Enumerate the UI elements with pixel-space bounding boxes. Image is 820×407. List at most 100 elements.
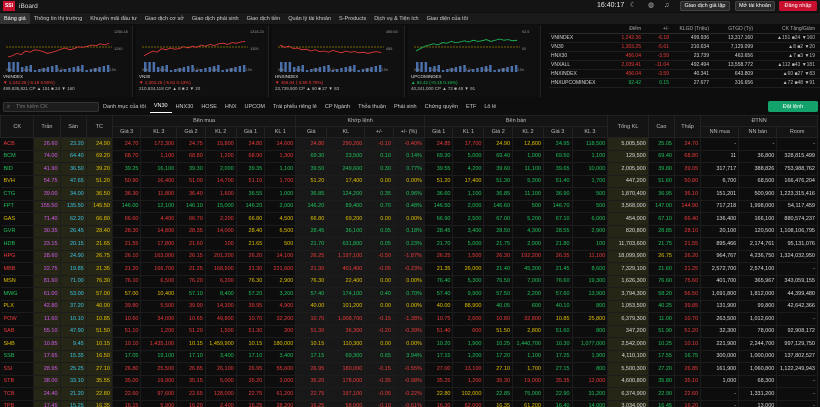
toolbar-tab-0[interactable]: Danh mục của tôi: [103, 103, 146, 110]
cell-0[interactable]: GVR: [0, 225, 35, 238]
nav-item-7[interactable]: S-Products: [339, 15, 367, 22]
chart-x-label: 13h: [482, 68, 490, 72]
board-row-ctg[interactable]: CTG 39.00 34.00 36.50 36.30 11,800 36.40 1,600 3…: [0, 187, 818, 201]
cell-0[interactable]: MSN: [0, 275, 35, 288]
cell-0[interactable]: SHB: [0, 337, 35, 351]
toolbar-tab-3[interactable]: HOSE: [201, 103, 217, 110]
board-row-pow[interactable]: POW 11.60 10.10 10.85 10.60 34,000 10.65 49,800…: [0, 312, 818, 326]
ssi-logo[interactable]: SSI: [3, 1, 15, 11]
cell-21: 28.85: [648, 225, 675, 238]
index-row[interactable]: VNINDEX 1,242.36 -6.18 499.936 13,317.160 ▲15…: [549, 34, 820, 43]
simulated-trading-button[interactable]: Giao dịch giả lập: [680, 1, 730, 11]
cell-0[interactable]: MBB: [0, 262, 35, 276]
board-row-ssi[interactable]: SSI 28.95 25.25 27.10 26.80 25,500 26.85 26,100…: [0, 362, 818, 376]
cell-0[interactable]: STB: [0, 375, 35, 388]
toolbar-tab-6[interactable]: Trái phiếu riêng lẻ: [273, 103, 317, 110]
cell-0[interactable]: POW: [0, 312, 35, 326]
toolbar-tab-2[interactable]: HNX30: [175, 103, 194, 110]
index-cell-name: VNXALL: [551, 62, 571, 68]
board-row-plx[interactable]: PLX 42.80 37.20 40.00 39.80 5,500 39.90 14,300 3…: [0, 300, 818, 313]
board-row-ssb[interactable]: SSB 17.65 15.35 16.50 17.05 19,100 17.10 3,400 1…: [0, 350, 818, 363]
moon-icon[interactable]: ☾: [630, 2, 637, 9]
cell-0[interactable]: SSI: [0, 362, 35, 376]
toolbar-tab-7[interactable]: CP Ngành: [324, 103, 351, 110]
cell-0[interactable]: CTG: [0, 187, 35, 201]
cell-13: 0.00%: [393, 175, 425, 188]
board-row-acb[interactable]: ACB 26.60 23.20 24.90 24.70 172,300 24.75 15,80…: [0, 137, 818, 151]
board-row-sab[interactable]: SAB 55.10 47.90 51.50 51.10 1,200 51.20 1,500 51…: [0, 325, 818, 338]
cell-0[interactable]: BCM: [0, 150, 35, 163]
cell-0[interactable]: SAB: [0, 325, 35, 338]
nav-item-6[interactable]: Quản lý tài khoản: [288, 15, 332, 22]
index-row[interactable]: HNXINDEX 456.04 -3.59 40.341 643.809 ▲60 ■27 …: [549, 70, 820, 79]
cell-0[interactable]: TCB: [0, 387, 35, 401]
cell-14: 21.70: [424, 237, 454, 251]
cell-19: 1,700: [572, 175, 609, 188]
cell-0[interactable]: BID: [0, 162, 35, 176]
nav-item-1[interactable]: Thông tin thị trường: [33, 15, 83, 22]
board-row-fpt[interactable]: FPT 155.50 135.50 145.50 146.00 12,100 146.10 1…: [0, 200, 818, 213]
board-row-tpb[interactable]: TPB 17.45 15.25 16.35 16.15 5,900 16.20 2,400 16…: [0, 400, 818, 407]
toolbar-tab-5[interactable]: UPCOM: [244, 103, 266, 110]
toolbar-tab-9[interactable]: Phái sinh: [393, 103, 417, 110]
board-row-msn[interactable]: MSN 81.60 71.00 76.30 76.10 6,500 76.20 6,200 76…: [0, 275, 818, 288]
toolbar-tab-4[interactable]: HNX: [224, 103, 237, 110]
nav-item-5[interactable]: Giao dịch tiền: [246, 15, 281, 22]
cell-0[interactable]: GAS: [0, 212, 35, 226]
nav-item-9[interactable]: Giao diện của tôi: [426, 15, 468, 22]
index-chart-vn30[interactable]: 1318.23 1300 09h 10h 11h 12h 13h 14h 15h VN30 ▼ 1,…: [136, 25, 269, 97]
cell-0[interactable]: HDB: [0, 237, 35, 251]
board-row-bvh[interactable]: BVH 54.75 47.65 51.20 50.90 16,400 51.00 14,700…: [0, 175, 818, 188]
toolbar-tab-10[interactable]: Chứng quyền: [424, 103, 458, 110]
cell-25: 1,324,032,950: [776, 250, 818, 263]
board-row-mbb[interactable]: MBB 22.75 19.85 21.35 21.20 166,700 21.25 168,5…: [0, 262, 818, 276]
cell-0[interactable]: HPG: [0, 250, 35, 263]
toolbar-tab-12[interactable]: Lô lẻ: [484, 103, 497, 110]
board-row-hpg[interactable]: HPG 28.60 24.90 26.75 26.10 163,000 26.15 201,2…: [0, 250, 818, 263]
board-row-tcb[interactable]: TCB 24.40 21.20 22.80 22.60 97,600 22.65 128,00…: [0, 387, 818, 401]
board-row-mwg[interactable]: MWG 61.00 53.00 57.00 57.00 10,400 57.10 8,400 5…: [0, 287, 818, 301]
index-row[interactable]: HNXUPCOMINDEX 92.42 0.15 27.677 316.656 ▲72 ■…: [549, 79, 820, 88]
index-chart-vnindex[interactable]: 1256.18 1240 09h 10h 11h 12h 13h 14h 15h VNINDEX ▼…: [0, 25, 133, 97]
board-row-stb[interactable]: STB 38.00 33.10 35.55 35.00 19,900 35.15 5,000 3…: [0, 375, 818, 388]
index-row[interactable]: VNXALL 2,039.41 -11.04 492.494 13,558.772 ▲11…: [549, 61, 820, 70]
board-row-bid[interactable]: BID 41.90 36.50 39.20 39.25 16,100 39.30 2,000 3…: [0, 162, 818, 176]
cell-15: 1,200: [452, 350, 485, 363]
nav-item-8[interactable]: Dịch vụ & Tiện ích: [374, 15, 419, 22]
cell-0[interactable]: PLX: [0, 300, 35, 313]
cell-22: 10.70: [674, 312, 702, 326]
index-row[interactable]: VN30 1,303.25 -5.61 210.634 7,129.099 ▲8 ■2 ▼…: [549, 43, 820, 52]
nav-item-2[interactable]: Khuyến mãi đầu tư: [90, 15, 137, 22]
open-account-button[interactable]: Mở tài khoản: [735, 1, 775, 11]
chart-x-label: 12h: [329, 68, 336, 72]
cell-0[interactable]: BVH: [0, 175, 35, 188]
board-row-gvr[interactable]: GVR 30.35 26.45 28.40 28.30 14,800 28.35 14,000…: [0, 225, 818, 238]
board-row-gas[interactable]: GAS 71.40 62.20 66.80 66.60 4,400 66.70 2,200 66…: [0, 212, 818, 226]
cell-0[interactable]: MWG: [0, 287, 35, 301]
index-row[interactable]: HNX30 456.04 -3.59 23.739 463.656 ▲7 ■3 ▼19: [549, 52, 820, 61]
cell-0[interactable]: FPT: [0, 200, 35, 213]
cell-25: 753,988,762: [776, 162, 818, 176]
bell-icon[interactable]: ♫: [664, 2, 670, 9]
cell-0[interactable]: SSB: [0, 350, 35, 363]
cell-0[interactable]: ACB: [0, 137, 35, 151]
login-button[interactable]: Đăng nhập: [779, 1, 817, 11]
place-order-button[interactable]: Đặt lệnh: [768, 101, 818, 112]
toolbar-tab-1[interactable]: VN30: [149, 100, 172, 113]
nav-item-0[interactable]: Bảng giá: [0, 13, 30, 24]
index-cell-chg: -3.59: [657, 71, 669, 77]
board-row-hdb[interactable]: HDB 23.15 20.15 21.65 21.55 17,800 21.60 100 21.…: [0, 237, 818, 251]
nav-item-3[interactable]: Giao dịch cơ sở: [144, 15, 184, 22]
cell-0[interactable]: TPB: [0, 400, 35, 407]
index-cell-chg: -6.18: [657, 35, 669, 41]
toolbar-tab-8[interactable]: Thỏa thuận: [358, 103, 386, 110]
board-row-shb[interactable]: SHB 10.85 9.45 10.15 10.10 1,435,100 10.15 1,45…: [0, 337, 818, 351]
toolbar-tab-11[interactable]: ETF: [465, 103, 477, 110]
volume-bar: [38, 69, 41, 72]
board-row-bcm[interactable]: BCM 74.00 64.40 69.20 68.70 1,100 68.80 1,200 68…: [0, 150, 818, 163]
index-chart-upcomindex[interactable]: 92.5 92 09h 10h 11h 12h 13h 14h 15h UPCOMINDEX ▲ 9…: [408, 25, 541, 97]
index-chart-hnxindex[interactable]: 459.63 455 09h 10h 11h 12h 13h 14h 15h HNXINDEX ▼ …: [272, 25, 405, 97]
globe-icon[interactable]: ◍: [648, 2, 655, 9]
stock-search-input[interactable]: ⌕ Tìm kiếm CK: [3, 101, 99, 112]
nav-item-4[interactable]: Giao dịch phái sinh: [191, 15, 239, 22]
